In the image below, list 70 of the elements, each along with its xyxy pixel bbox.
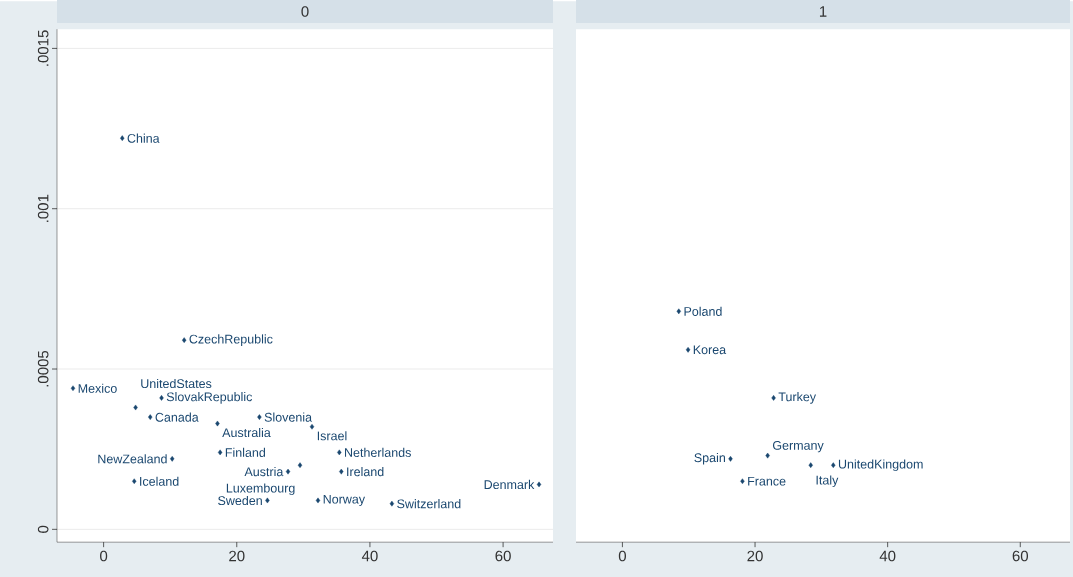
point — [337, 449, 342, 456]
annotation: Turkey — [778, 391, 817, 404]
annotation: Austria — [244, 466, 284, 477]
annotation: Korea — [693, 345, 727, 355]
annotation: UnitedStates — [141, 378, 212, 389]
annotation: Poland — [684, 306, 722, 316]
annotation: Sweden — [218, 495, 262, 505]
annotation: Ireland — [347, 466, 384, 477]
annotation: Iceland — [140, 476, 179, 486]
annotation: France — [748, 476, 786, 486]
point — [315, 497, 321, 504]
annotation: Netherlands — [345, 447, 411, 457]
annotation: Spain — [694, 452, 725, 465]
point — [685, 346, 691, 353]
point — [536, 481, 542, 488]
annotation: Denmark — [484, 479, 535, 489]
chart-title: 1 — [819, 6, 827, 17]
point — [389, 500, 395, 507]
x-tick-label: 0 — [100, 550, 108, 562]
annotation: UnitedKingdom — [838, 459, 923, 471]
point — [148, 414, 153, 420]
x-tick-label: 20 — [747, 550, 763, 562]
x-tick-label: 20 — [229, 550, 245, 562]
point — [132, 478, 137, 484]
point — [309, 423, 315, 430]
x-tick-label: 40 — [879, 550, 896, 562]
annotation: Switzerland — [397, 499, 461, 509]
point — [215, 420, 220, 427]
annotation: Finland — [225, 447, 265, 457]
point — [339, 468, 344, 475]
point — [297, 462, 303, 468]
point — [831, 462, 836, 468]
point — [808, 462, 813, 468]
point — [133, 404, 138, 411]
point — [728, 455, 733, 462]
x-tick-label: 0 — [618, 550, 626, 562]
point — [740, 478, 745, 484]
point — [217, 449, 223, 456]
point — [676, 308, 681, 315]
annotation: CzechRepublic — [189, 334, 273, 346]
annotation: Canada — [155, 412, 199, 422]
annotation: Australia — [222, 427, 271, 438]
y-tick-label: .0015 — [37, 30, 49, 66]
point — [120, 135, 125, 141]
x-tick-label: 60 — [1012, 550, 1029, 562]
annotation: SlovakRepublic — [166, 391, 253, 404]
annotation: Mexico — [78, 383, 117, 393]
annotation: Germany — [772, 440, 824, 453]
y-tick-label: 0 — [37, 525, 49, 533]
point — [159, 395, 164, 401]
y-tick-label: .0005 — [37, 350, 49, 387]
point — [285, 468, 291, 475]
point — [70, 385, 76, 391]
x-tick-label: 60 — [495, 550, 511, 562]
annotation: Norway — [323, 494, 366, 506]
annotation: Italy — [816, 475, 839, 487]
point — [265, 497, 270, 504]
point — [182, 337, 187, 343]
point — [771, 395, 776, 401]
chart-title: 0 — [301, 6, 309, 17]
annotation: Luxembourg — [226, 483, 295, 495]
annotation: Israel — [317, 431, 347, 441]
point — [257, 414, 262, 420]
y-tick-label: .001 — [37, 194, 49, 222]
annotation: China — [127, 133, 160, 143]
annotation: NewZealand — [98, 454, 167, 464]
annotation: Slovenia — [264, 412, 313, 422]
point — [170, 455, 175, 462]
x-tick-label: 40 — [361, 550, 378, 562]
point — [765, 452, 770, 459]
